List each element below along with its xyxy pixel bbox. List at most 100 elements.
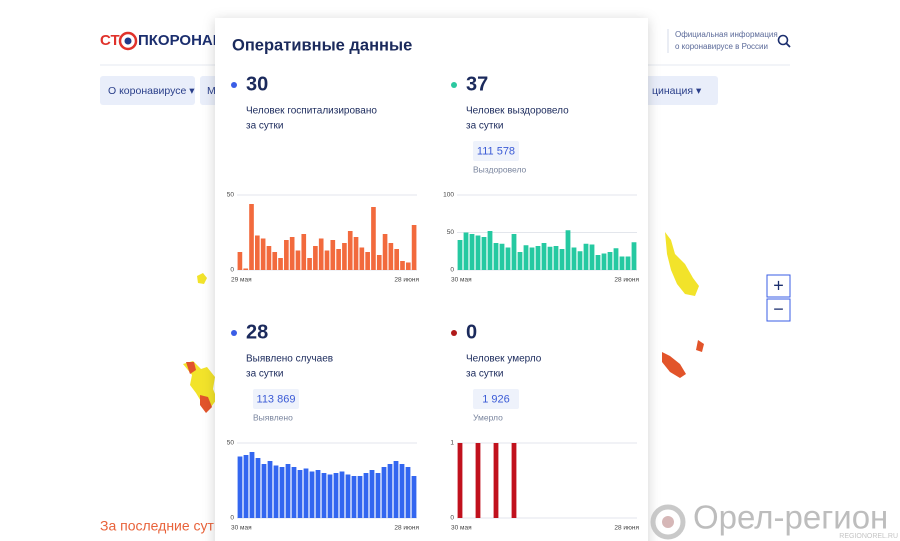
nav-label: М <box>207 85 216 97</box>
bar <box>583 243 589 270</box>
bar <box>342 243 347 270</box>
total-value: 113 869 <box>257 393 296 405</box>
stat-label: за сутки <box>246 369 283 380</box>
bar <box>493 443 499 518</box>
bar <box>535 246 541 270</box>
zoom-in[interactable] <box>766 274 791 298</box>
bar <box>595 255 601 270</box>
x-tick-label: 28 июня <box>394 277 419 284</box>
y-tick-label: 50 <box>227 192 235 199</box>
logo-part: СТ <box>100 32 120 49</box>
watermark-logo-core <box>662 516 674 528</box>
watermark-name: Орел-регион <box>693 499 888 536</box>
bar <box>284 240 289 270</box>
zoom-out[interactable] <box>766 298 791 322</box>
watermark-site: REGIONOREL.RU <box>839 533 898 540</box>
bar <box>553 246 559 270</box>
bar <box>493 243 499 270</box>
nav-button[interactable] <box>640 76 718 105</box>
x-tick-label: 28 июня <box>614 277 639 284</box>
bar <box>631 242 637 270</box>
stat-value: 0 <box>466 321 477 343</box>
bar <box>261 464 267 518</box>
bar <box>357 476 363 518</box>
search-button[interactable] <box>777 34 791 48</box>
region <box>197 273 207 284</box>
total-value: 111 578 <box>477 145 515 157</box>
bar <box>589 244 595 270</box>
total-badge <box>253 389 299 409</box>
y-tick-label: 1 <box>450 440 454 447</box>
popup: Оперативные данные 30 Человек госпитализи… <box>215 18 648 541</box>
bar <box>351 476 357 518</box>
bar <box>333 473 339 518</box>
bar <box>345 474 351 518</box>
bar <box>273 465 279 518</box>
bar <box>289 237 295 270</box>
info-text: Официальная информация <box>675 30 778 39</box>
bar <box>297 470 303 518</box>
stat-value: 30 <box>246 73 268 95</box>
bar <box>359 247 365 270</box>
bar <box>559 249 565 270</box>
info-text: о коронавирусе в России <box>675 42 768 51</box>
watermark-logo <box>650 504 686 540</box>
y-tick-label: 0 <box>450 267 454 274</box>
status-dot <box>231 330 237 336</box>
bar <box>475 235 481 270</box>
stat-label: Человек выздоровело <box>466 106 569 117</box>
bar <box>363 473 369 518</box>
bar <box>387 464 393 518</box>
y-tick-label: 0 <box>230 515 234 522</box>
bar <box>255 235 260 270</box>
map: + − <box>183 232 791 413</box>
stat-label: за сутки <box>246 121 283 132</box>
x-tick-label: 28 июня <box>614 525 639 532</box>
zoom-label: − <box>773 299 784 319</box>
stat-label: за сутки <box>466 121 503 132</box>
bar <box>529 247 535 270</box>
y-tick-label: 0 <box>230 267 234 274</box>
zoom-label: + <box>773 275 784 295</box>
bar <box>547 246 553 270</box>
x-tick-label: 29 мая <box>231 277 252 284</box>
x-tick-label: 28 июня <box>394 525 419 532</box>
bar <box>330 240 336 270</box>
stat-panel: 28 Выявлено случаев за сутки 113 869 Выявлен… <box>227 321 420 531</box>
bar <box>565 230 571 270</box>
status-dot <box>231 82 237 88</box>
popup-title: Оперативные данные <box>232 36 412 54</box>
region <box>696 340 704 352</box>
bar <box>375 473 381 518</box>
stat-label: Человек умерло <box>466 354 542 365</box>
bar <box>291 467 297 518</box>
y-tick-label: 50 <box>447 229 455 236</box>
bar <box>523 245 529 270</box>
nav-button[interactable] <box>100 76 195 105</box>
bar <box>463 232 469 270</box>
bar <box>347 231 353 270</box>
stat-label: Человек госпитализировано <box>246 106 377 117</box>
bar <box>266 246 272 270</box>
bar <box>481 237 487 270</box>
bar <box>243 455 249 518</box>
bar <box>487 231 493 270</box>
bar <box>339 471 345 518</box>
bar <box>613 248 619 270</box>
nav-label: цинация ▾ <box>652 85 702 97</box>
y-tick-label: 0 <box>450 515 454 522</box>
region <box>665 232 699 296</box>
total-value: 1 926 <box>482 393 510 405</box>
total-badge <box>473 389 519 409</box>
bar <box>369 470 375 518</box>
stat-panel: 37 Человек выздоровело за сутки 111 578 Вызд… <box>443 73 639 283</box>
navigation: О коронавирусе ▾ М цинация ▾ <box>100 76 718 105</box>
bar <box>309 471 315 518</box>
bar <box>255 458 261 518</box>
stat-value: 28 <box>246 321 268 343</box>
bar <box>307 258 312 270</box>
bar <box>295 250 301 270</box>
bar <box>237 252 243 270</box>
total-label: Выздоровело <box>473 164 527 174</box>
